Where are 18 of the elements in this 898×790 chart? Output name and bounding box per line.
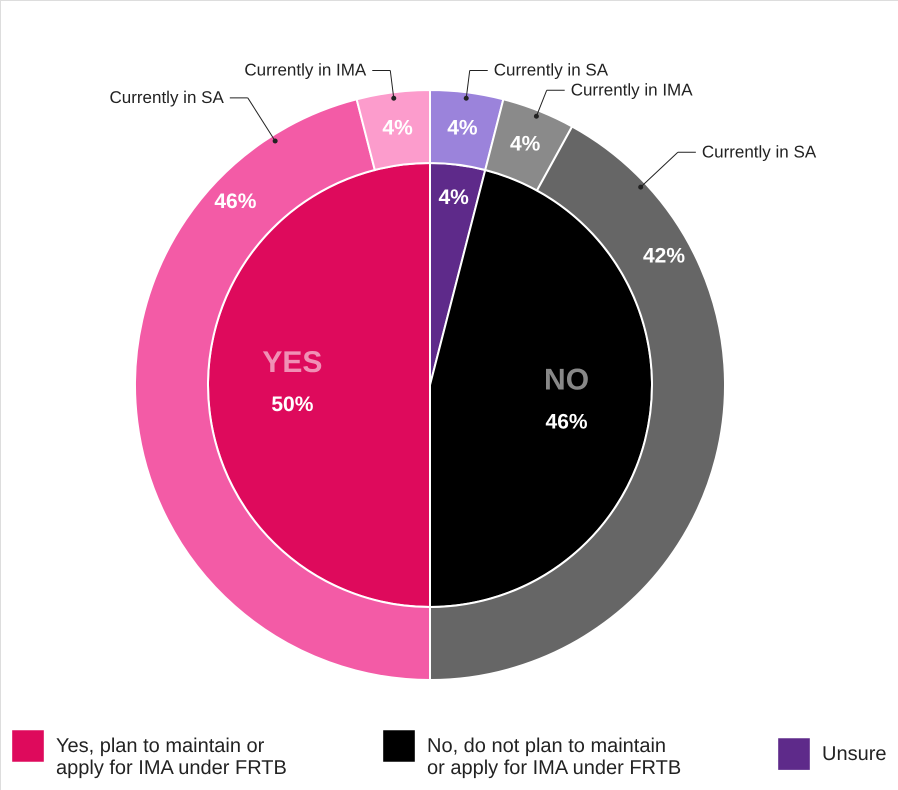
legend-label: Unsure	[822, 743, 886, 766]
data-label: 50%	[271, 393, 314, 416]
legend-label: No, do not plan to maintain or apply for IMA under FRTB	[427, 735, 682, 779]
text: YES	[262, 346, 322, 379]
data-label: 4%	[510, 132, 541, 156]
legend-label: Yes, plan to maintain or apply for IMA under FRTB	[56, 735, 287, 779]
slice-label: Currently in SA	[494, 60, 609, 80]
data-label: 46%	[214, 190, 257, 214]
data-label: 4%	[447, 116, 478, 140]
data-label: 42%	[642, 244, 686, 268]
slice-label: Currently in IMA	[244, 60, 367, 80]
data-label: 4%	[438, 186, 470, 209]
text: NO	[544, 363, 590, 396]
data-label: 4%	[382, 116, 414, 140]
slice-label: Currently in SA	[109, 88, 224, 107]
data-label: 46%	[546, 410, 588, 434]
slice-label: Currently in IMA	[570, 80, 694, 100]
slice-label: Currently in SA	[702, 142, 817, 162]
